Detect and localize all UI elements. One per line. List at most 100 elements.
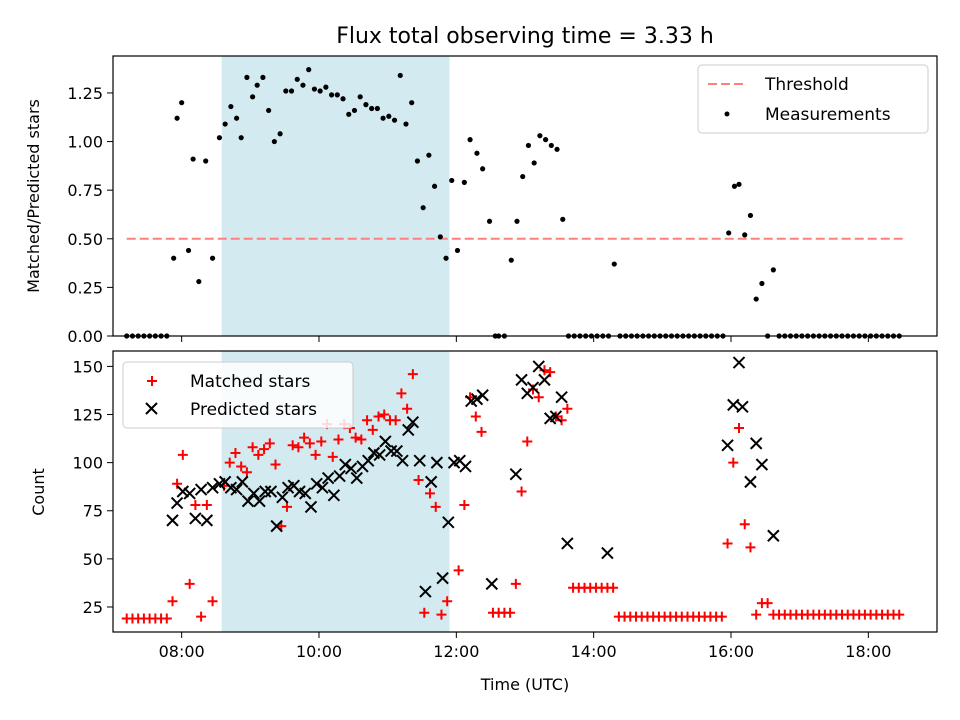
- matched-star-point: [533, 392, 544, 403]
- predicted-star-point: [276, 491, 289, 504]
- predicted-star-point: [526, 381, 540, 394]
- measurement-point: [323, 84, 329, 90]
- predicted-star-point: [402, 423, 415, 437]
- predicted-star-point: [236, 475, 249, 489]
- matched-star-point: [304, 438, 315, 449]
- measurement-point: [277, 131, 283, 137]
- measurement-point: [747, 212, 754, 219]
- measurement-point: [467, 137, 473, 143]
- measurement-point: [250, 94, 256, 100]
- measurement-point: [409, 100, 415, 106]
- matched-star-point: [762, 598, 773, 609]
- chart-title: Flux total observing time = 3.33 h: [336, 24, 714, 49]
- measurement-point: [266, 107, 272, 114]
- matched-star-point: [247, 442, 258, 453]
- y-tick-label: 1.25: [67, 84, 103, 103]
- matched-star-point: [287, 440, 298, 451]
- predicted-star-point: [476, 389, 489, 402]
- predicted-star-point: [732, 356, 746, 369]
- matched-star-point: [722, 538, 733, 549]
- predicted-star-point: [561, 537, 574, 550]
- matched-star-point: [207, 596, 218, 607]
- predicted-star-point: [442, 516, 455, 529]
- matched-star-point: [196, 611, 207, 622]
- predicted-star-point: [390, 444, 404, 458]
- measurement-point: [454, 247, 461, 254]
- matched-star-point: [373, 411, 384, 422]
- predicted-star-point: [247, 487, 260, 500]
- matched-star-point: [230, 448, 241, 459]
- matched-star-point: [407, 369, 418, 380]
- matched-star-point: [201, 499, 212, 510]
- predicted-star-point: [459, 460, 472, 473]
- top-observing-window: [221, 56, 450, 336]
- matched-star-point: [161, 613, 172, 624]
- predicted-star-point: [200, 514, 214, 527]
- predicted-star-point: [749, 437, 763, 450]
- y-tick-label: 0.25: [67, 278, 103, 297]
- top-legend: Threshold Measurements: [697, 64, 929, 134]
- measurement-point: [486, 218, 493, 224]
- measurement-point: [374, 105, 380, 112]
- matched-star-point: [236, 461, 247, 472]
- measurement-point: [363, 102, 369, 108]
- matched-star-point: [350, 432, 361, 443]
- predicted-star-point: [406, 416, 420, 429]
- matched-stars-points: [121, 365, 905, 624]
- measurement-point: [288, 88, 295, 94]
- matched-star-point: [259, 444, 270, 455]
- matched-star-point: [562, 403, 573, 414]
- y-tick-label: 100: [72, 454, 103, 473]
- legend-predicted-label: Predicted stars: [190, 400, 317, 420]
- measurement-point: [560, 216, 566, 222]
- predicted-star-point: [515, 373, 528, 387]
- measurement-point: [443, 255, 449, 261]
- predicted-star-point: [321, 471, 335, 485]
- predicted-stars-points: [166, 356, 780, 598]
- measurement-point: [611, 261, 617, 267]
- predicted-star-point: [436, 571, 449, 585]
- measurement-point: [403, 121, 409, 127]
- matched-star-point: [333, 434, 344, 445]
- predicted-star-point: [755, 458, 769, 471]
- measurement-point: [548, 142, 554, 149]
- x-tick-label: 10:00: [296, 642, 342, 661]
- matched-star-point: [716, 611, 727, 622]
- legend-predicted-swatch: [145, 402, 158, 415]
- measurement-point: [461, 179, 467, 185]
- measurement-point: [222, 121, 228, 127]
- measurement-point: [357, 94, 363, 100]
- predicted-star-point: [362, 454, 375, 467]
- predicted-star-point: [727, 398, 740, 412]
- predicted-star-point: [183, 487, 196, 500]
- y-tick-label: 0.50: [67, 230, 103, 249]
- matched-star-point: [419, 607, 430, 618]
- matched-star-point: [510, 578, 521, 589]
- matched-star-point: [177, 449, 188, 460]
- measurement-point: [254, 82, 260, 88]
- predicted-star-point: [333, 469, 346, 483]
- legend-threshold-label: Threshold: [764, 75, 849, 95]
- predicted-star-point: [327, 489, 341, 502]
- matched-star-point: [894, 609, 905, 620]
- matched-star-point: [436, 609, 447, 620]
- measurement-point: [340, 96, 346, 102]
- measurement-point: [480, 166, 486, 172]
- measurement-point: [437, 234, 443, 240]
- matched-star-point: [281, 501, 292, 512]
- predicted-star-point: [339, 458, 352, 471]
- matched-star-point: [734, 422, 745, 433]
- measurement-point: [190, 156, 196, 162]
- measurement-point: [209, 255, 216, 261]
- legend-matched-label: Matched stars: [190, 372, 310, 392]
- measurement-point: [271, 138, 277, 145]
- y-tick-label: 50: [83, 550, 103, 569]
- measurement-point: [346, 111, 352, 117]
- measurement-point: [328, 92, 335, 98]
- y-tick-label: 1.00: [67, 133, 103, 152]
- legend-measurements-swatch: [724, 111, 730, 117]
- predicted-star-point: [344, 462, 358, 475]
- predicted-star-point: [744, 475, 757, 489]
- predicted-star-point: [241, 494, 255, 508]
- predicted-star-point: [310, 477, 323, 491]
